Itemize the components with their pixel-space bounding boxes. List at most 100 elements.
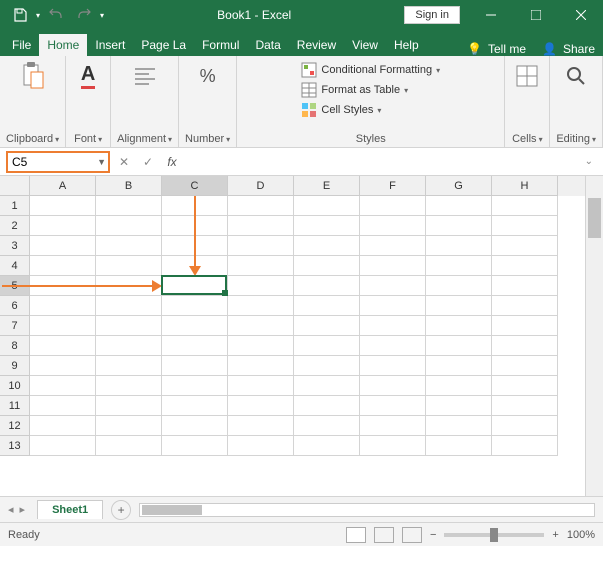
page-break-view-icon[interactable] xyxy=(402,527,422,543)
cell[interactable] xyxy=(96,196,162,216)
sheet-tab-active[interactable]: Sheet1 xyxy=(37,500,103,519)
row-head-10[interactable]: 10 xyxy=(0,376,30,396)
cell[interactable] xyxy=(228,396,294,416)
cell[interactable] xyxy=(360,276,426,296)
cell[interactable] xyxy=(162,356,228,376)
cell[interactable] xyxy=(360,436,426,456)
cell[interactable] xyxy=(162,336,228,356)
cell[interactable] xyxy=(426,316,492,336)
row-head-11[interactable]: 11 xyxy=(0,396,30,416)
cell[interactable] xyxy=(294,396,360,416)
cell[interactable] xyxy=(30,436,96,456)
row-head-7[interactable]: 7 xyxy=(0,316,30,336)
expand-formula-bar-icon[interactable]: ⌄ xyxy=(585,156,597,167)
select-all-corner[interactable] xyxy=(0,176,30,196)
paste-icon[interactable] xyxy=(17,60,49,92)
zoom-thumb[interactable] xyxy=(490,528,498,542)
cell[interactable] xyxy=(426,336,492,356)
zoom-out-icon[interactable]: − xyxy=(430,529,436,541)
cell[interactable] xyxy=(360,396,426,416)
cell[interactable] xyxy=(294,196,360,216)
cell[interactable] xyxy=(426,236,492,256)
zoom-slider[interactable] xyxy=(444,533,544,537)
tab-pagelayout[interactable]: Page La xyxy=(133,34,194,56)
cell[interactable] xyxy=(426,296,492,316)
tab-view[interactable]: View xyxy=(344,34,386,56)
cell[interactable] xyxy=(96,396,162,416)
cell[interactable] xyxy=(30,216,96,236)
cell[interactable] xyxy=(96,436,162,456)
cell[interactable] xyxy=(30,416,96,436)
enter-formula-icon[interactable]: ✓ xyxy=(138,152,158,172)
conditional-formatting-button[interactable]: Conditional Formatting▾ xyxy=(301,62,440,78)
cell[interactable] xyxy=(30,316,96,336)
cell[interactable] xyxy=(426,416,492,436)
minimize-icon[interactable] xyxy=(468,0,513,30)
cell[interactable] xyxy=(294,216,360,236)
col-head-F[interactable]: F xyxy=(360,176,426,196)
cell[interactable] xyxy=(30,376,96,396)
cell[interactable] xyxy=(162,396,228,416)
cell[interactable] xyxy=(492,396,558,416)
cell[interactable] xyxy=(294,356,360,376)
cell[interactable] xyxy=(162,416,228,436)
cell[interactable] xyxy=(294,336,360,356)
number-icon[interactable]: % xyxy=(192,60,224,92)
cell[interactable] xyxy=(492,276,558,296)
tab-insert[interactable]: Insert xyxy=(87,34,133,56)
cell[interactable] xyxy=(162,376,228,396)
cell[interactable] xyxy=(360,196,426,216)
cell[interactable] xyxy=(492,236,558,256)
tellme-label[interactable]: Tell me xyxy=(488,42,526,56)
cell[interactable] xyxy=(426,376,492,396)
cell[interactable] xyxy=(228,196,294,216)
cell[interactable] xyxy=(228,336,294,356)
cell[interactable] xyxy=(426,436,492,456)
cell[interactable] xyxy=(228,356,294,376)
cell[interactable] xyxy=(96,296,162,316)
horizontal-scrollbar[interactable] xyxy=(139,503,595,517)
cell[interactable] xyxy=(360,356,426,376)
cell[interactable] xyxy=(162,296,228,316)
cell[interactable] xyxy=(492,216,558,236)
maximize-icon[interactable] xyxy=(513,0,558,30)
cell[interactable] xyxy=(294,416,360,436)
vscroll-thumb[interactable] xyxy=(588,198,601,238)
cell[interactable] xyxy=(162,436,228,456)
cell[interactable] xyxy=(492,316,558,336)
row-head-4[interactable]: 4 xyxy=(0,256,30,276)
save-icon[interactable] xyxy=(8,3,32,27)
row-head-6[interactable]: 6 xyxy=(0,296,30,316)
row-head-13[interactable]: 13 xyxy=(0,436,30,456)
cell[interactable] xyxy=(294,276,360,296)
cell[interactable] xyxy=(426,216,492,236)
format-as-table-button[interactable]: Format as Table▾ xyxy=(301,82,440,98)
cell[interactable] xyxy=(228,316,294,336)
zoom-in-icon[interactable]: + xyxy=(552,529,558,541)
cell[interactable] xyxy=(360,416,426,436)
cell[interactable] xyxy=(30,196,96,216)
cell[interactable] xyxy=(228,216,294,236)
cell[interactable] xyxy=(30,396,96,416)
cell[interactable] xyxy=(228,236,294,256)
cell[interactable] xyxy=(228,416,294,436)
cell[interactable] xyxy=(294,316,360,336)
cell[interactable] xyxy=(30,356,96,376)
normal-view-icon[interactable] xyxy=(346,527,366,543)
cell[interactable] xyxy=(492,436,558,456)
tab-review[interactable]: Review xyxy=(289,34,344,56)
cell[interactable] xyxy=(492,256,558,276)
row-head-9[interactable]: 9 xyxy=(0,356,30,376)
name-box-dropdown-icon[interactable]: ▼ xyxy=(97,157,106,167)
cell[interactable] xyxy=(228,256,294,276)
signin-button[interactable]: Sign in xyxy=(404,6,460,24)
cell[interactable] xyxy=(228,276,294,296)
cell[interactable] xyxy=(96,316,162,336)
editing-icon[interactable] xyxy=(560,60,592,92)
cell[interactable] xyxy=(492,356,558,376)
col-head-H[interactable]: H xyxy=(492,176,558,196)
cell[interactable] xyxy=(162,316,228,336)
zoom-value[interactable]: 100% xyxy=(567,529,595,541)
sheet-nav[interactable]: ◂▸ xyxy=(0,503,33,516)
cell[interactable] xyxy=(96,336,162,356)
